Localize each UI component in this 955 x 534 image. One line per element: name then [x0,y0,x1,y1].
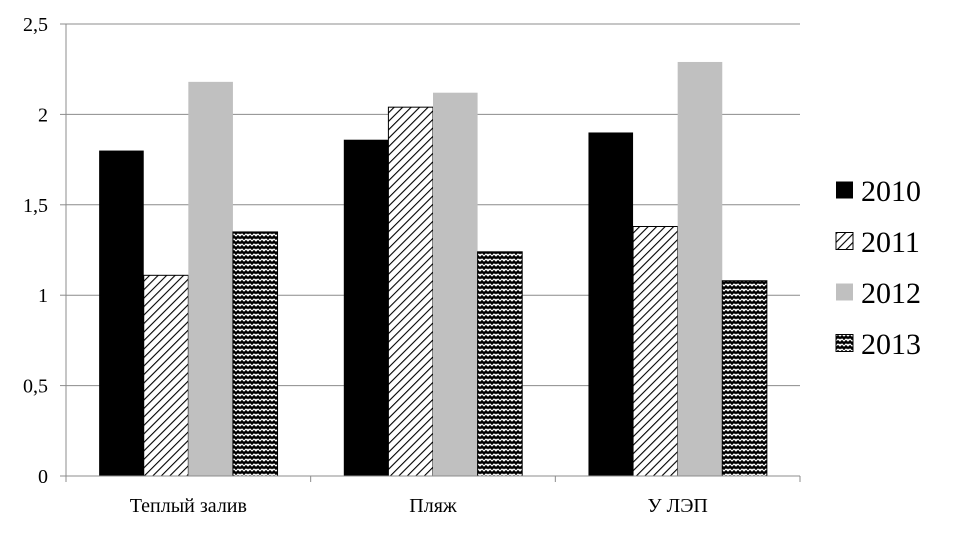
bar-2010-1 [99,150,144,476]
bar-2013-3 [721,280,768,477]
y-tick-label: 0,5 [23,376,48,398]
legend-label-2011: 2011 [861,226,920,259]
bar-2012-1 [188,81,233,476]
bar-2012-3 [677,61,723,477]
y-tick-label: 1 [38,285,48,307]
axes: 0 0,5 1 1,5 2 2,5 Теплый залив Пляж У ЛЭП [23,14,801,517]
y-tick-label: 2 [38,104,48,126]
x-tick-label: Пляж [409,495,457,517]
legend-swatch-2010 [836,181,853,199]
bar-2011-1 [143,274,189,477]
legend-swatch-2013 [835,334,854,352]
bar-2010-3 [588,132,634,477]
bar-2010-2 [343,139,389,476]
bars [99,61,768,477]
legend-swatch-2011 [835,232,854,250]
y-tick-label: 2,5 [23,14,48,36]
bar-2011-3 [632,225,679,477]
legend-label-2010: 2010 [861,175,921,208]
bar-2012-2 [433,92,478,476]
legend-label-2012: 2012 [861,277,921,310]
legend-label-2013: 2013 [861,328,921,361]
bar-2013-1 [232,231,279,477]
bar-2013-2 [477,251,523,477]
y-tick-label: 0 [38,466,48,488]
y-tick-label: 1,5 [23,195,48,217]
x-tick-label: Теплый залив [130,495,247,517]
legend-swatch-2012 [836,283,853,301]
x-tick-label: У ЛЭП [647,495,707,517]
legend: 2010 2011 2012 2013 [835,175,921,361]
bar-2011-2 [387,106,434,477]
